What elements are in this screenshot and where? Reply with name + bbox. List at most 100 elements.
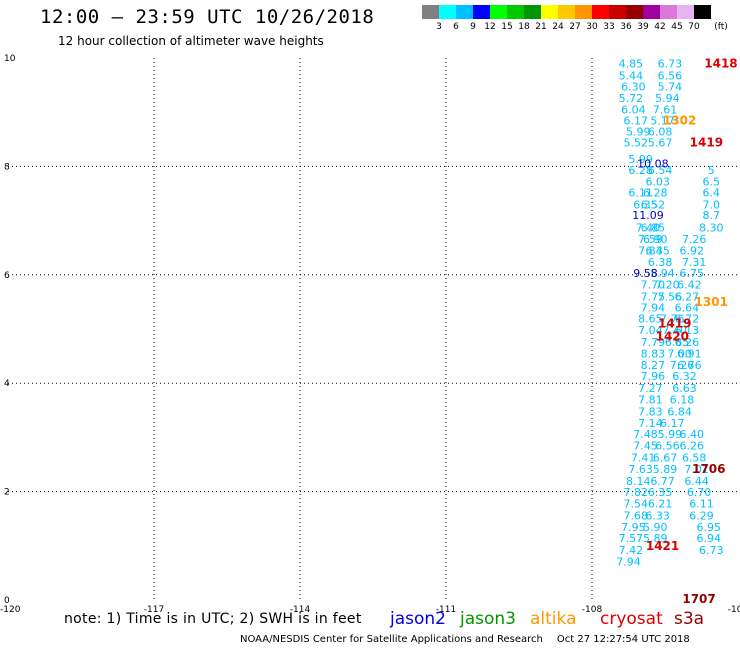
wave-height-label: 5.94 <box>655 92 680 105</box>
wave-height-label: 7.26 <box>682 233 707 246</box>
pass-label: 1418 <box>704 56 737 70</box>
wave-height-label: 6.30 <box>621 81 646 94</box>
wave-height-label: 5.44 <box>619 69 644 82</box>
wave-height-label: 7.70 <box>641 279 666 292</box>
legend-altika: altika <box>530 609 577 629</box>
wave-height-label: 5.17 <box>650 114 675 127</box>
x-tick-label: -105 <box>728 605 740 615</box>
scale-swatch <box>473 5 490 19</box>
wave-height-label: 7.84 <box>638 244 663 257</box>
wave-height-label: 6.56 <box>655 440 680 453</box>
scale-label: 12 <box>484 22 496 32</box>
wave-height-label: 7.94 <box>616 556 641 569</box>
wave-height-label: 7.81 <box>638 393 663 406</box>
wave-height-label: 6.92 <box>680 244 705 257</box>
wave-height-label: 7.26 <box>670 359 695 372</box>
wave-height-label: 6.11 <box>628 186 653 199</box>
wave-height-label: 6.54 <box>648 164 673 177</box>
pass-label: 1706 <box>692 462 725 476</box>
wave-height-label: 6.35 <box>633 198 658 211</box>
wave-height-label: 7.01 <box>684 463 709 476</box>
wave-height-label: 5.89 <box>653 463 678 476</box>
wave-height-label: 6.85 <box>641 222 666 235</box>
wave-height-label: 7.79 <box>641 336 666 349</box>
y-tick-label: 8 <box>4 162 10 172</box>
scale-swatch <box>643 5 660 19</box>
scale-swatch <box>524 5 541 19</box>
wave-height-label: 7.68 <box>624 509 649 522</box>
wave-height-label: 11.09 <box>632 209 664 222</box>
wave-height-label: 6.94 <box>697 532 722 545</box>
wave-height-label: 6.75 <box>680 267 705 280</box>
wave-height-label: 6.44 <box>684 475 709 488</box>
wave-height-label: 7.57 <box>619 532 644 545</box>
scale-swatch <box>490 5 507 19</box>
pass-label: 1420 <box>656 330 689 344</box>
wave-height-label: 9.58 <box>633 267 658 280</box>
wave-height-label: 7.04 <box>638 324 663 337</box>
x-tick-label: -108 <box>582 605 603 615</box>
wave-height-label: 6.04 <box>621 103 646 116</box>
wave-height-label: 8.27 <box>641 359 666 372</box>
scale-swatch <box>609 5 626 19</box>
wave-height-label: 5 <box>708 164 715 177</box>
wave-height-label: 7.94 <box>641 301 666 314</box>
wave-height-label: 6.21 <box>648 498 673 511</box>
y-tick-label: 10 <box>4 54 16 64</box>
wave-height-label: 5.99 <box>628 153 653 166</box>
wave-height-label: 6.33 <box>645 509 670 522</box>
scale-label: 15 <box>501 22 513 32</box>
wave-height-label: 7.40 <box>662 324 687 337</box>
wave-height-label: 8.7 <box>702 209 720 222</box>
legend-s3a: s3a <box>674 609 705 629</box>
wave-height-label: 7.20 <box>655 279 680 292</box>
wave-height-label: 7.82 <box>624 486 649 499</box>
wave-height-label: 7.45 <box>633 440 658 453</box>
wave-height-label: 6.26 <box>675 336 700 349</box>
scale-label: 36 <box>620 22 632 32</box>
wave-height-label: 6.84 <box>667 405 692 418</box>
wave-height-label: 5.99 <box>658 428 683 441</box>
wave-height-label: 6.67 <box>653 451 678 464</box>
wave-height-label: 6.08 <box>648 126 673 139</box>
scale-swatch <box>541 5 558 19</box>
pass-label: 1302 <box>663 113 696 127</box>
wave-height-label: 6.4 <box>702 186 720 199</box>
wave-height-label: 5.67 <box>648 137 673 150</box>
wave-height-label: 6.95 <box>697 521 722 534</box>
scale-swatch <box>660 5 677 19</box>
scale-label: 6 <box>453 22 459 32</box>
wave-height-label: 6.35 <box>645 244 670 257</box>
wave-height-label: 6.18 <box>670 393 695 406</box>
wave-height-label: 7.41 <box>631 451 656 464</box>
wave-height-label: 7.54 <box>624 498 649 511</box>
scale-swatch <box>575 5 592 19</box>
wave-height-label: 7.0 <box>702 198 720 211</box>
scale-swatch <box>422 5 439 19</box>
wave-height-label: 5.99 <box>626 126 651 139</box>
scale-swatch <box>558 5 575 19</box>
wave-height-label: 6.28 <box>643 186 668 199</box>
x-tick-label: -120 <box>0 605 21 615</box>
scale-label: 33 <box>603 22 615 32</box>
wave-height-label: 7.56 <box>658 290 683 303</box>
wave-height-label: 6.63 <box>672 382 697 395</box>
wave-height-label: 6.73 <box>658 57 683 70</box>
wave-height-label: 6.5 <box>702 176 720 189</box>
y-tick-label: 4 <box>4 379 10 389</box>
wave-height-label: 7.59 <box>638 233 663 246</box>
wave-height-label: 6.28 <box>628 164 653 177</box>
wave-height-label: 7.40 <box>636 222 661 235</box>
scale-swatch <box>456 5 473 19</box>
scale-label: 21 <box>535 22 547 32</box>
scale-label: 18 <box>518 22 530 32</box>
wave-height-label: 6.56 <box>658 69 683 82</box>
scale-label: 45 <box>671 22 683 32</box>
wave-height-label: 6.85 <box>665 336 690 349</box>
wave-height-label: 6.91 <box>677 347 702 360</box>
wave-height-label: 5.89 <box>643 532 668 545</box>
legend-jason3: jason3 <box>460 609 516 629</box>
wave-height-label: 8.65 <box>638 313 663 326</box>
scale-swatch <box>592 5 609 19</box>
